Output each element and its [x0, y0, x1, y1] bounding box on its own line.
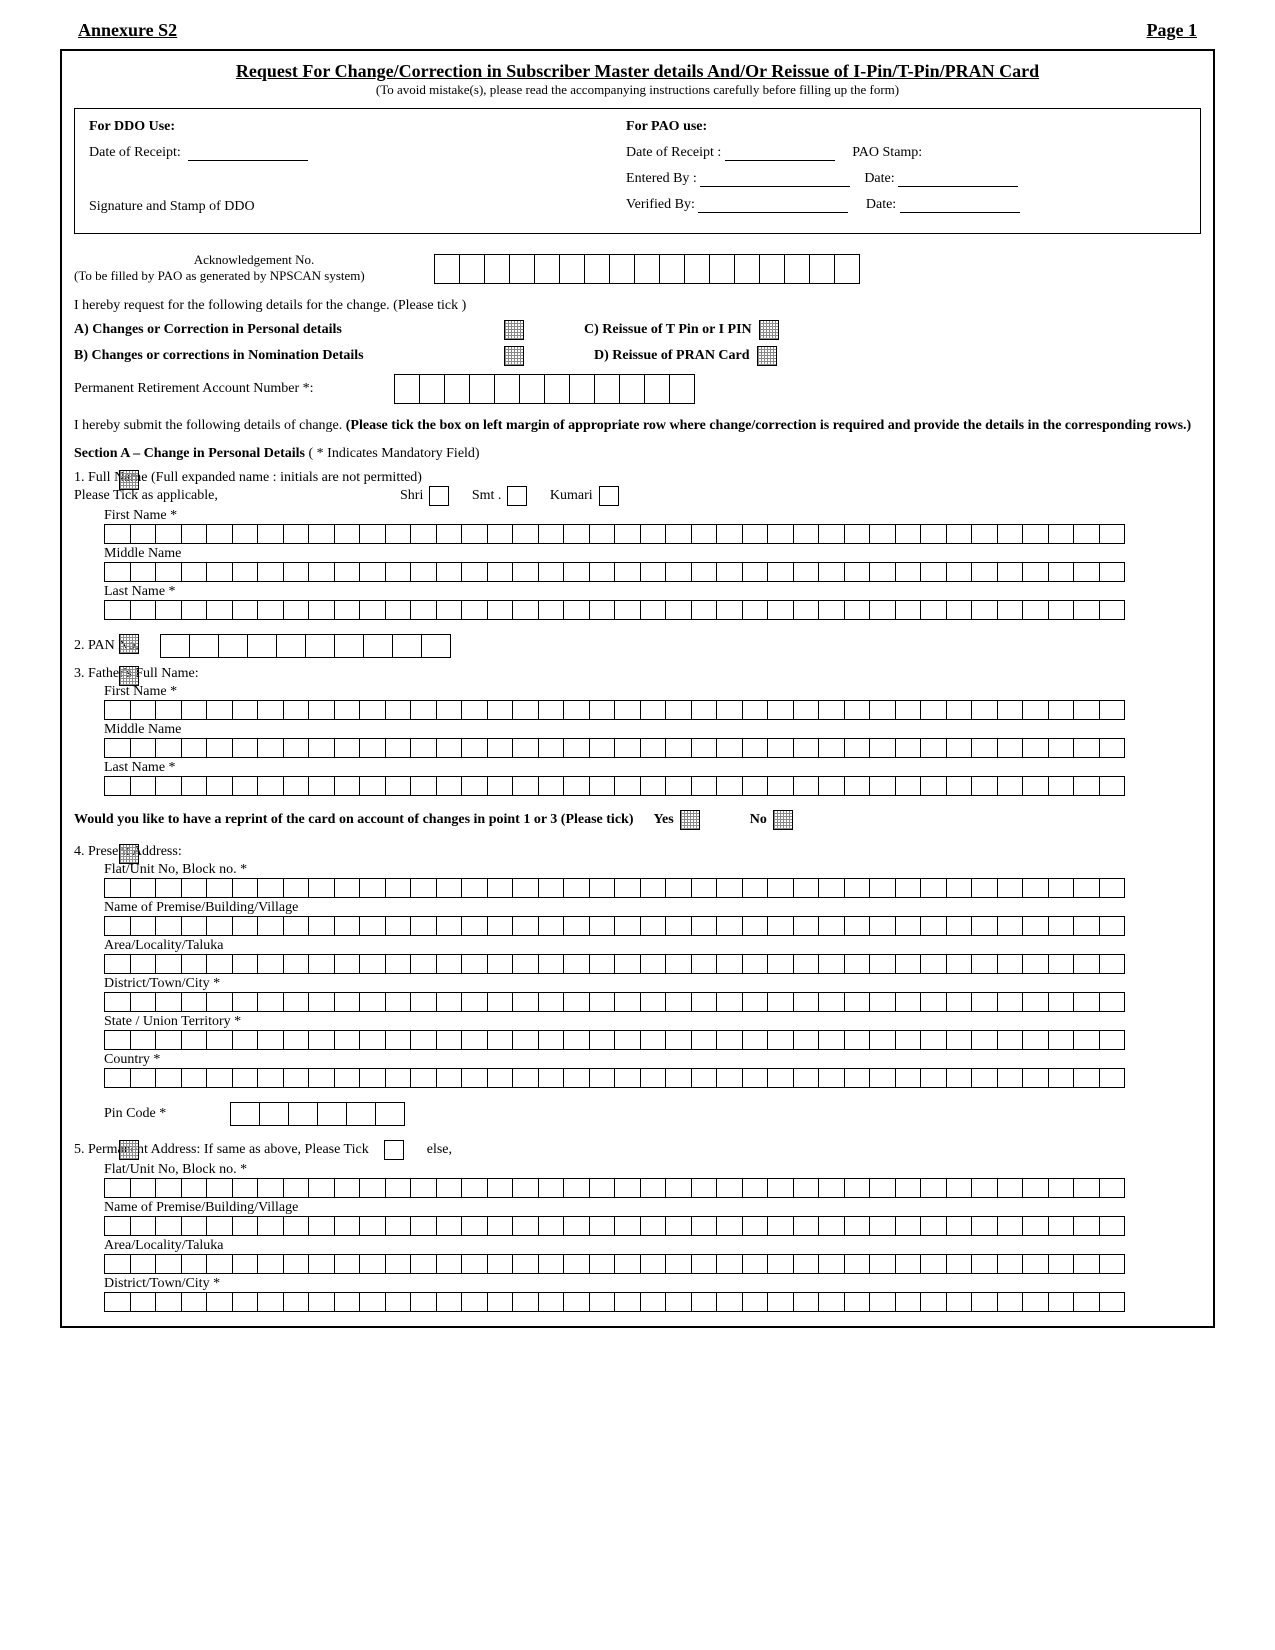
q4-state-grid[interactable] [104, 1030, 1201, 1050]
reprint-yes-label: Yes [653, 812, 673, 828]
q5-else: else, [427, 1142, 452, 1158]
ack-label: Acknowledgement No. [74, 252, 434, 268]
option-c-label: C) Reissue of T Pin or I PIN [584, 322, 752, 338]
q2-margin-checkbox[interactable] [119, 634, 139, 654]
ddo-sig-stamp-label: Signature and Stamp of DDO [89, 199, 598, 215]
q4-district-label: District/Town/City * [104, 976, 1201, 992]
q4-pin-grid[interactable] [230, 1102, 405, 1126]
q1-middle-label: Middle Name [104, 546, 1201, 562]
pao-date1-label: Date: [864, 171, 894, 186]
q1-smt-checkbox[interactable] [507, 486, 527, 506]
pao-verified-by-label: Verified By: [626, 197, 695, 212]
q4-flat-grid[interactable] [104, 878, 1201, 898]
q3-first-label: First Name * [104, 684, 1201, 700]
q4-flat-label: Flat/Unit No, Block no. * [104, 862, 1201, 878]
ddo-date-receipt-label: Date of Receipt: [89, 145, 181, 160]
ack-note: (To be filled by PAO as generated by NPS… [74, 268, 434, 284]
option-b-label: B) Changes or corrections in Nomination … [74, 348, 504, 364]
option-d-checkbox[interactable] [757, 346, 777, 366]
ddo-pao-box: For DDO Use: Date of Receipt: Signature … [74, 108, 1201, 234]
q4-premise-label: Name of Premise/Building/Village [104, 900, 1201, 916]
q1-last-label: Last Name * [104, 584, 1201, 600]
pao-stamp-label: PAO Stamp: [852, 145, 922, 160]
pao-date2-field[interactable] [900, 199, 1020, 213]
q1-last-grid[interactable] [104, 600, 1201, 620]
reprint-no-label: No [750, 812, 767, 828]
pao-entered-by-label: Entered By : [626, 171, 697, 186]
pao-date-receipt-field[interactable] [725, 147, 835, 161]
q3-last-grid[interactable] [104, 776, 1201, 796]
option-a-checkbox[interactable] [504, 320, 524, 340]
q5-premise-label: Name of Premise/Building/Village [104, 1200, 1201, 1216]
q1-shri-checkbox[interactable] [429, 486, 449, 506]
submit-line: I hereby submit the following details of… [74, 418, 1201, 434]
q4-label: 4. Present Address: [74, 844, 1201, 860]
option-c-checkbox[interactable] [759, 320, 779, 340]
pran-label: Permanent Retirement Account Number *: [74, 381, 394, 397]
pao-date1-field[interactable] [898, 173, 1018, 187]
q3-middle-grid[interactable] [104, 738, 1201, 758]
q2-label: 2. PAN No. [74, 638, 154, 654]
section-a-heading: Section A – Change in Personal Details (… [74, 446, 1201, 462]
q3-last-label: Last Name * [104, 760, 1201, 776]
q4-country-grid[interactable] [104, 1068, 1201, 1088]
ack-number-grid[interactable] [434, 254, 860, 284]
q3-first-grid[interactable] [104, 700, 1201, 720]
q1-first-label: First Name * [104, 508, 1201, 524]
q5-flat-label: Flat/Unit No, Block no. * [104, 1162, 1201, 1178]
page-number: Page 1 [1147, 20, 1197, 41]
q3-margin-checkbox[interactable] [119, 666, 139, 686]
reprint-no-checkbox[interactable] [773, 810, 793, 830]
q1-line1: 1. Full Name (Full expanded name : initi… [74, 470, 1201, 486]
option-b-checkbox[interactable] [504, 346, 524, 366]
option-d-label: D) Reissue of PRAN Card [594, 348, 750, 364]
q1-kumari-checkbox[interactable] [599, 486, 619, 506]
pao-date-receipt-label: Date of Receipt : [626, 145, 721, 160]
pao-verified-by-field[interactable] [698, 199, 848, 213]
q5-district-grid[interactable] [104, 1292, 1201, 1312]
reprint-yes-checkbox[interactable] [680, 810, 700, 830]
form-container: Request For Change/Correction in Subscri… [60, 49, 1215, 1328]
reprint-text: Would you like to have a reprint of the … [74, 812, 633, 828]
q4-state-label: State / Union Territory * [104, 1014, 1201, 1030]
q5-margin-checkbox[interactable] [119, 1140, 139, 1160]
q1-kumari-label: Kumari [550, 488, 593, 504]
q4-area-label: Area/Locality/Taluka [104, 938, 1201, 954]
q1-middle-grid[interactable] [104, 562, 1201, 582]
q4-area-grid[interactable] [104, 954, 1201, 974]
ack-row: Acknowledgement No. (To be filled by PAO… [74, 252, 1201, 284]
q1-first-grid[interactable] [104, 524, 1201, 544]
q1-shri-label: Shri [400, 488, 423, 504]
q4-premise-grid[interactable] [104, 916, 1201, 936]
q3-middle-label: Middle Name [104, 722, 1201, 738]
q1-smt-label: Smt . [472, 488, 502, 504]
q5-flat-grid[interactable] [104, 1178, 1201, 1198]
pao-date2-label: Date: [866, 197, 896, 212]
q5-premise-grid[interactable] [104, 1216, 1201, 1236]
q1-margin-checkbox[interactable] [119, 470, 139, 490]
pao-entered-by-field[interactable] [700, 173, 850, 187]
ddo-date-receipt-field[interactable] [188, 147, 308, 161]
ddo-heading: For DDO Use: [89, 119, 598, 135]
q4-district-grid[interactable] [104, 992, 1201, 1012]
form-title: Request For Change/Correction in Subscri… [74, 61, 1201, 82]
q4-pin-label: Pin Code * [104, 1106, 224, 1122]
option-a-label: A) Changes or Correction in Personal det… [74, 322, 504, 338]
pao-heading: For PAO use: [626, 119, 1186, 135]
request-line: I hereby request for the following detai… [74, 298, 1201, 314]
q5-area-label: Area/Locality/Taluka [104, 1238, 1201, 1254]
annexure-label: Annexure S2 [78, 20, 177, 41]
pran-grid[interactable] [394, 374, 695, 404]
q3-label: 3. Father's Full Name: [74, 666, 1201, 682]
q2-pan-grid[interactable] [160, 634, 451, 658]
q4-country-label: Country * [104, 1052, 1201, 1068]
q5-same-checkbox[interactable] [384, 1140, 404, 1160]
form-subtitle: (To avoid mistake(s), please read the ac… [74, 82, 1201, 98]
q5-area-grid[interactable] [104, 1254, 1201, 1274]
q5-district-label: District/Town/City * [104, 1276, 1201, 1292]
q4-margin-checkbox[interactable] [119, 844, 139, 864]
q1-line2: Please Tick as applicable, [74, 488, 394, 504]
